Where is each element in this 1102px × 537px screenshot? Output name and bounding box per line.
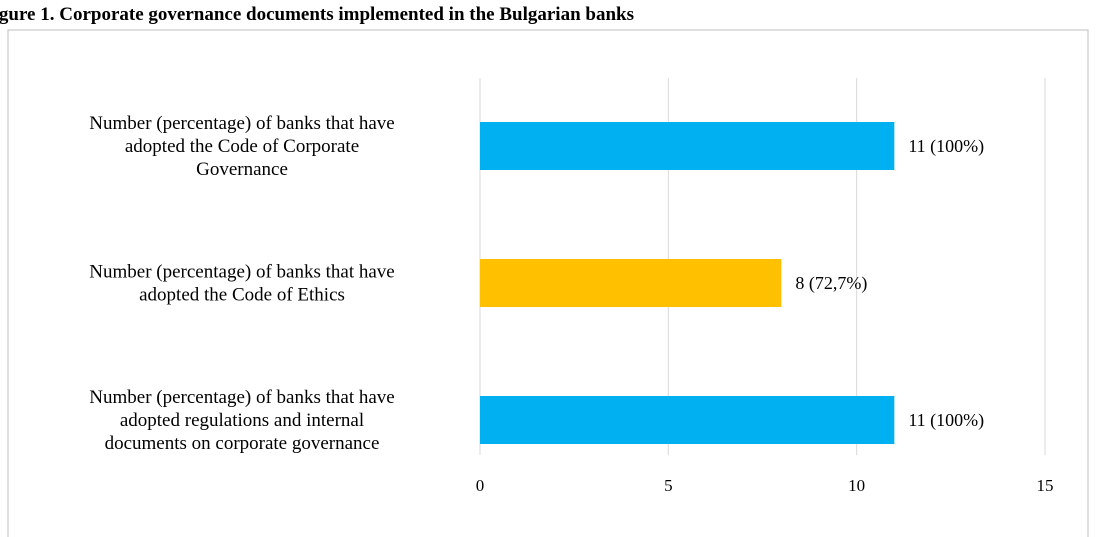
bars [480, 122, 895, 444]
category-labels: Number (percentage) of banks that have ad… [89, 113, 394, 454]
x-tick-label-0: 0 [476, 476, 485, 495]
bar-2 [480, 396, 895, 444]
x-tick-label-5: 5 [664, 476, 673, 495]
x-axis-ticks: 0 5 10 15 [476, 476, 1054, 495]
x-tick-label-10: 10 [848, 476, 865, 495]
bar-1 [480, 259, 782, 307]
data-labels: 11 (100%) 8 (72,7%) 11 (100%) [795, 136, 984, 431]
chart-title: Figure 1. Corporate governance documents… [0, 4, 634, 25]
chart-frame [7, 29, 1089, 537]
category-label-0: Number (percentage) of banks that have ad… [89, 113, 394, 180]
category-label-2: Number (percentage) of banks that have ad… [89, 387, 394, 454]
data-label-0: 11 (100%) [908, 136, 984, 157]
category-label-1: Number (percentage) of banks that have ad… [89, 262, 394, 306]
data-label-1: 8 (72,7%) [795, 273, 867, 294]
x-tick-label-15: 15 [1037, 476, 1054, 495]
bar-0 [480, 122, 895, 170]
data-label-2: 11 (100%) [908, 410, 984, 431]
